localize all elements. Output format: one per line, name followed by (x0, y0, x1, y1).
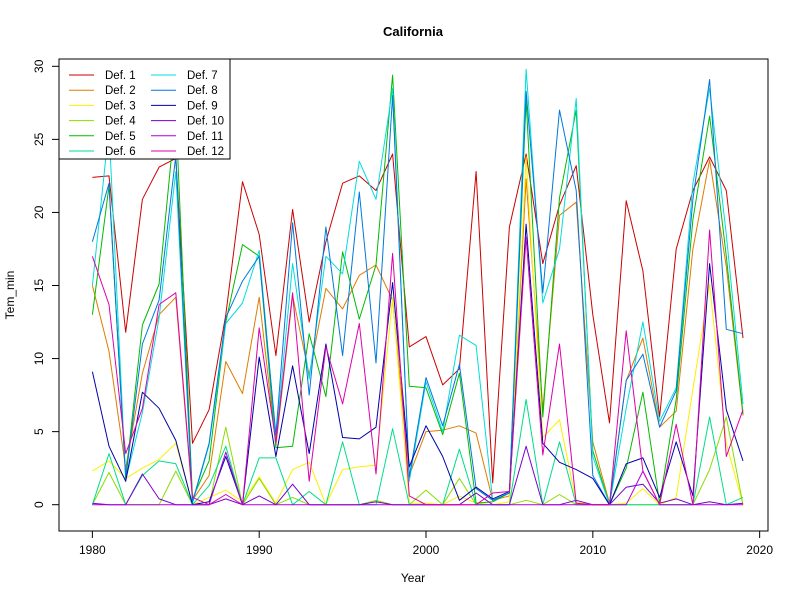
x-tick-label: 2020 (746, 543, 773, 557)
x-tick-label: 1990 (246, 543, 273, 557)
y-tick-label: 30 (32, 59, 46, 73)
y-tick-label: 0 (32, 501, 46, 508)
x-axis-label: Year (401, 571, 425, 585)
legend-label: Def. 3 (105, 100, 136, 112)
chart-title: California (383, 24, 444, 39)
legend-label: Def. 7 (187, 70, 218, 82)
y-tick-label: 5 (32, 428, 46, 435)
y-tick-label: 10 (32, 352, 46, 366)
y-axis-label: Tem_min (3, 271, 17, 320)
x-tick-label: 1980 (79, 543, 106, 557)
x-tick-label: 2010 (579, 543, 606, 557)
legend-label: Def. 11 (187, 131, 223, 143)
legend-label: Def. 10 (187, 116, 224, 128)
legend-label: Def. 5 (105, 131, 136, 143)
legend-label: Def. 12 (187, 146, 224, 158)
legend-label: Def. 6 (105, 146, 136, 158)
legend-label: Def. 8 (187, 85, 218, 97)
legend-label: Def. 1 (105, 70, 136, 82)
y-tick-label: 20 (32, 205, 46, 219)
x-axis: 1980 1990 2000 2010 2020 (79, 530, 773, 557)
legend-label: Def. 9 (187, 100, 218, 112)
legend-label: Def. 2 (105, 85, 136, 97)
series-line-def-5 (91, 74, 744, 506)
series-line-def-2 (91, 159, 744, 504)
series-layer (91, 68, 744, 506)
legend-box (58, 58, 231, 160)
y-axis: 0 5 10 15 20 25 30 (32, 59, 60, 508)
y-tick-label: 25 (32, 132, 46, 146)
series-line-def-8 (91, 79, 744, 506)
series-line-def-11 (92, 451, 743, 506)
legend-items: Def. 1 Def. 2 Def. 3 Def. 4 Def. 5 Def. 6 Def.… (69, 70, 224, 158)
series-line-def-1 (92, 153, 744, 484)
legend-label: Def. 4 (105, 116, 136, 128)
x-tick-label: 2000 (413, 543, 440, 557)
y-tick-label: 15 (32, 279, 46, 293)
series-line-def-9 (91, 223, 744, 506)
series-line-def-12 (91, 229, 744, 506)
legend: Def. 1 Def. 2 Def. 3 Def. 4 Def. 5 Def. 6 Def.… (58, 58, 231, 160)
